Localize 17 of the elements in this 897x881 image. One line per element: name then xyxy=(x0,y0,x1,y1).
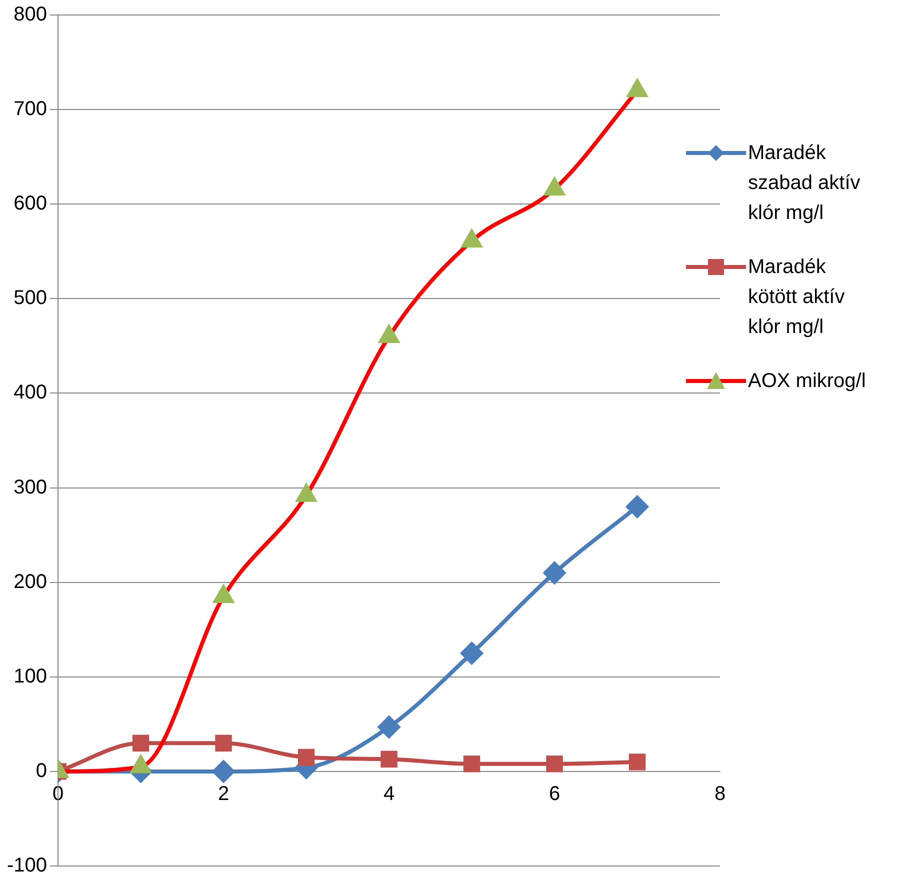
y-tick-label: 200 xyxy=(14,570,48,593)
x-tick-label: 6 xyxy=(548,782,560,805)
y-tick-label: 300 xyxy=(14,476,48,498)
legend-label: Maradék kötött aktív klór mg/l xyxy=(748,255,846,340)
y-tick-label: 100 xyxy=(14,665,48,688)
legend-label: AOX mikrog/l xyxy=(748,369,867,394)
y-tick-label: 0 xyxy=(36,760,48,782)
x-tick-label: 8 xyxy=(714,782,726,805)
y-tick-label: 700 xyxy=(14,98,48,120)
y-tick-label: 600 xyxy=(14,192,48,215)
y-tick-label: -100 xyxy=(7,854,48,877)
legend-label: Maradék szabad aktív klór mg/l xyxy=(748,141,862,226)
x-tick-label: 2 xyxy=(218,782,230,805)
x-tick-label: 4 xyxy=(383,782,395,805)
y-tick-label: 400 xyxy=(14,382,48,404)
y-tick-label: 800 xyxy=(14,4,48,26)
y-tick-label: 500 xyxy=(14,287,48,310)
